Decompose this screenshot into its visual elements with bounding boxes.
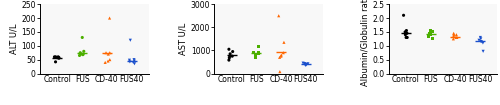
Point <box>254 45 262 47</box>
Point <box>79 54 87 55</box>
Point <box>426 34 434 35</box>
Point <box>104 60 112 62</box>
Point <box>280 41 288 43</box>
Point <box>400 14 407 16</box>
Point <box>304 63 312 65</box>
Point <box>104 53 112 55</box>
Point <box>228 55 236 57</box>
Y-axis label: AST U/L: AST U/L <box>179 23 188 55</box>
Point <box>276 71 284 72</box>
Y-axis label: Albumin/Globulin ratio: Albumin/Globulin ratio <box>360 0 370 86</box>
Point <box>450 35 458 37</box>
Point <box>424 35 432 37</box>
Point <box>302 63 310 65</box>
Point <box>106 52 114 54</box>
Point <box>130 59 138 60</box>
Point <box>428 31 436 33</box>
Point <box>55 57 63 58</box>
Point <box>52 56 60 58</box>
Point <box>254 52 262 54</box>
Point <box>453 37 461 38</box>
Point <box>278 54 285 56</box>
Point <box>226 57 234 59</box>
Point <box>277 55 285 57</box>
Point <box>76 55 84 56</box>
Point <box>250 52 258 54</box>
Point <box>130 63 138 65</box>
Point <box>476 37 484 38</box>
Point <box>402 34 409 35</box>
Point <box>280 52 287 54</box>
Point <box>276 56 283 58</box>
Point <box>477 41 485 42</box>
Point <box>78 37 86 38</box>
Point <box>126 59 134 61</box>
Point <box>252 56 260 58</box>
Point <box>479 51 487 52</box>
Point <box>225 59 233 61</box>
Point <box>251 54 259 56</box>
Point <box>54 57 62 59</box>
Point <box>251 55 259 57</box>
Point <box>403 32 411 34</box>
Point <box>302 64 310 66</box>
Point <box>477 38 485 40</box>
Point <box>54 56 62 58</box>
Point <box>402 37 410 38</box>
Point <box>426 32 434 34</box>
Point <box>55 57 63 59</box>
Point <box>226 55 234 57</box>
Point <box>77 53 85 55</box>
Point <box>50 56 58 58</box>
Point <box>450 38 458 40</box>
Point <box>106 17 114 19</box>
Point <box>479 42 487 44</box>
Point <box>426 32 434 34</box>
Point <box>225 48 233 50</box>
Point <box>80 51 88 52</box>
Point <box>106 59 114 60</box>
Point <box>450 32 458 34</box>
Point <box>402 30 410 31</box>
Point <box>102 52 110 54</box>
Point <box>450 34 458 35</box>
Point <box>401 31 409 33</box>
Point <box>302 65 310 66</box>
Point <box>299 62 307 64</box>
Point <box>428 38 436 40</box>
Point <box>274 15 282 17</box>
Point <box>403 37 411 38</box>
Point <box>52 61 60 63</box>
Point <box>302 64 310 66</box>
Point <box>76 52 84 54</box>
Point <box>254 53 262 55</box>
Point <box>129 62 137 63</box>
Point <box>477 41 485 42</box>
Point <box>475 39 483 41</box>
Point <box>300 63 308 64</box>
Point <box>452 37 460 38</box>
Point <box>130 60 138 62</box>
Point <box>226 53 234 55</box>
Point <box>452 34 460 35</box>
Point <box>426 30 434 31</box>
Point <box>126 39 134 41</box>
Y-axis label: ALT U/L: ALT U/L <box>10 24 18 54</box>
Point <box>79 53 87 55</box>
Point <box>228 51 236 52</box>
Point <box>101 62 109 63</box>
Point <box>126 61 134 63</box>
